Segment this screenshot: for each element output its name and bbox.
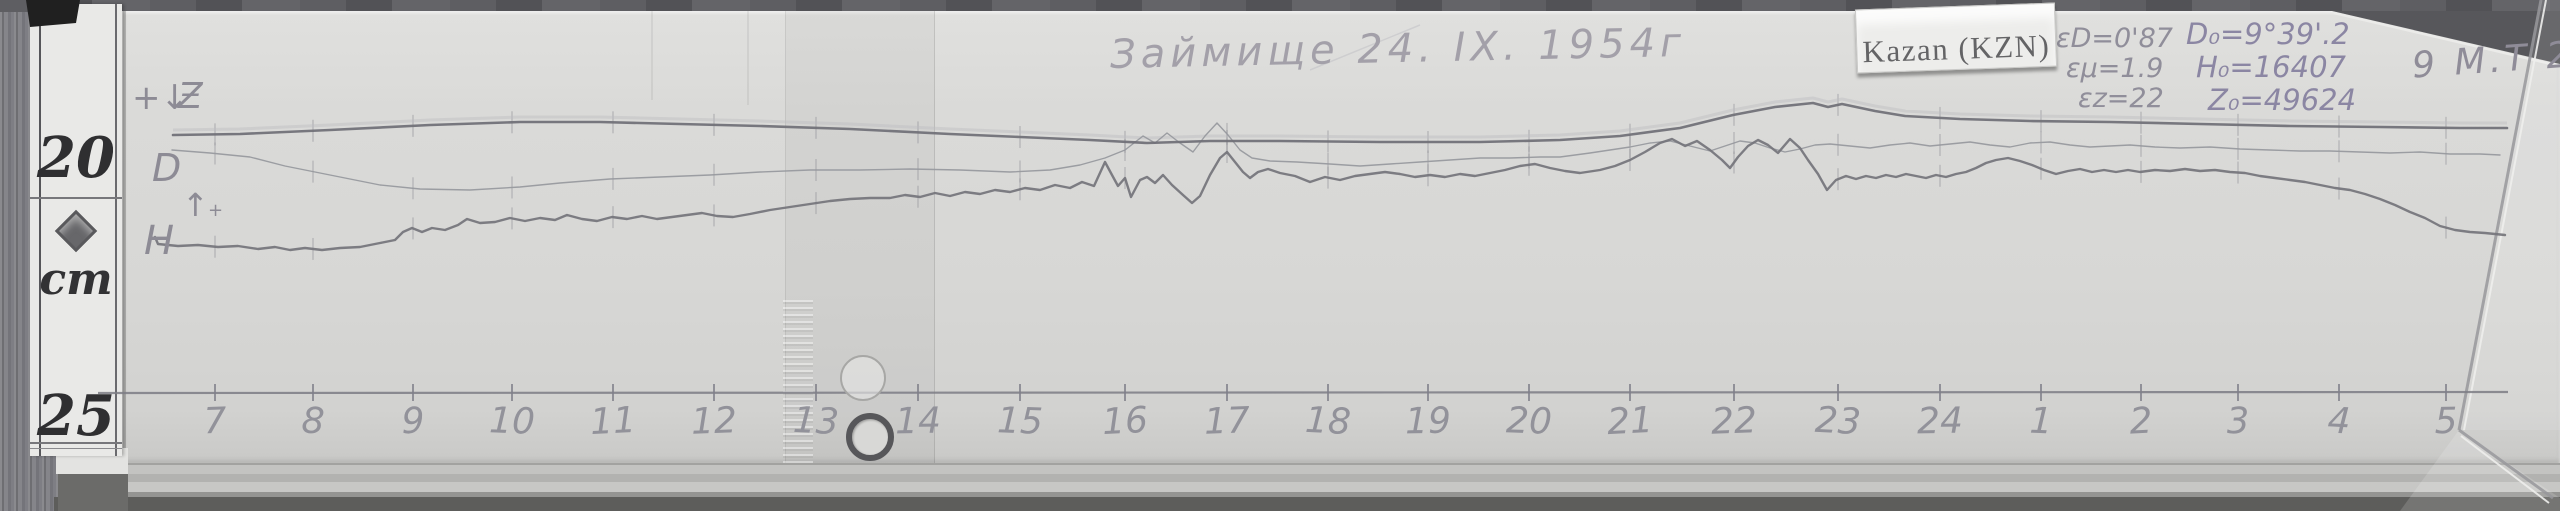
ruler-divider-line <box>30 197 122 199</box>
punch-hole-outline <box>840 355 886 401</box>
paper-edge-shadow <box>123 11 126 463</box>
hour-label: 17 <box>1203 400 1251 443</box>
hour-label: 7 <box>202 400 228 443</box>
paper-bottom-glass-edge <box>128 463 2560 497</box>
hour-label: 22 <box>1710 400 1758 443</box>
baseline-constant-line: H₀=16407 <box>2196 50 2346 84</box>
plus-mark: + <box>208 200 224 221</box>
hour-label: 16 <box>1101 399 1149 444</box>
scale-constant-line: εz=22 <box>2078 83 2164 114</box>
hour-label: 20 <box>1505 400 1553 443</box>
ruler-bottom-line <box>30 442 122 444</box>
hour-label: 24 <box>1916 400 1964 443</box>
hour-label: 2 <box>2128 400 2154 443</box>
ruler-border-line <box>115 4 117 456</box>
ruler-bottom-line <box>30 448 122 449</box>
hour-label: 9 <box>401 400 425 443</box>
polarity-label: +↓ <box>132 78 189 118</box>
hour-label: 8 <box>300 400 326 443</box>
paper-corner-edge-highlight <box>2333 11 2560 68</box>
trace-label-d: D <box>152 146 182 190</box>
trace-layer <box>97 93 2509 401</box>
top-left-clip-shadow <box>26 0 80 27</box>
station-tag-label: Kazan (KZN) <box>1861 27 2051 70</box>
punch-hole-ring <box>846 413 894 461</box>
baseline-constant-line: D₀=9°39'.2 <box>2186 17 2350 51</box>
hour-label: 4 <box>2326 400 2352 443</box>
hour-label: 11 <box>589 399 637 444</box>
hour-label: 19 <box>1404 400 1452 443</box>
scale-constant-line: εμ=1.9 <box>2066 53 2164 84</box>
hour-label: 3 <box>2225 400 2251 443</box>
glass-corner-edge-line <box>2458 428 2554 500</box>
ruler-unit-label: cm <box>39 254 113 305</box>
hour-label: 5 <box>2434 400 2458 443</box>
scale-constant-line: εD=0'87 <box>2056 23 2173 54</box>
hour-label: 18 <box>1304 399 1352 444</box>
scratch-mark <box>1309 24 1421 71</box>
scale-constants: εD=0'87 εμ=1.9 εz=22 <box>2056 24 2173 114</box>
glass-edge-line <box>2457 0 2543 431</box>
glass-edge-highlight <box>2463 0 2547 431</box>
ruler-value-25: 25 <box>37 383 115 449</box>
trace-label-z: Ƶ <box>178 76 203 117</box>
paper-corner-cut-dark <box>2332 11 2560 64</box>
station-tag: Kazan (KZN) <box>1854 2 2058 74</box>
record-paper <box>122 11 2560 463</box>
ruler-border-line <box>39 4 41 456</box>
baseline-constants: D₀=9°39'.2 H₀=16407 Z₀=49624 <box>2186 18 2356 117</box>
baseline-constant-line: Z₀=49624 <box>2208 83 2357 117</box>
ruler-strip: 20 cm 25 <box>30 4 122 456</box>
hour-label: 13 <box>792 399 840 444</box>
hour-label: 15 <box>996 400 1044 443</box>
bottom-dark-band <box>54 497 2560 511</box>
ruler-value-20: 20 <box>37 125 115 191</box>
hour-label: 1 <box>2028 400 2054 443</box>
hour-label: 21 <box>1606 399 1654 444</box>
glass-plate-region-bottom <box>2400 430 2560 511</box>
up-arrow-icon: ↑ <box>182 186 209 224</box>
trace-label-h: H <box>144 218 175 264</box>
hour-label: 10 <box>488 400 536 443</box>
hour-label: 23 <box>1814 399 1862 444</box>
bottom-left-shadow <box>58 474 128 511</box>
hour-label: 12 <box>690 400 738 443</box>
glass-corner-edge-highlight <box>2460 435 2550 504</box>
